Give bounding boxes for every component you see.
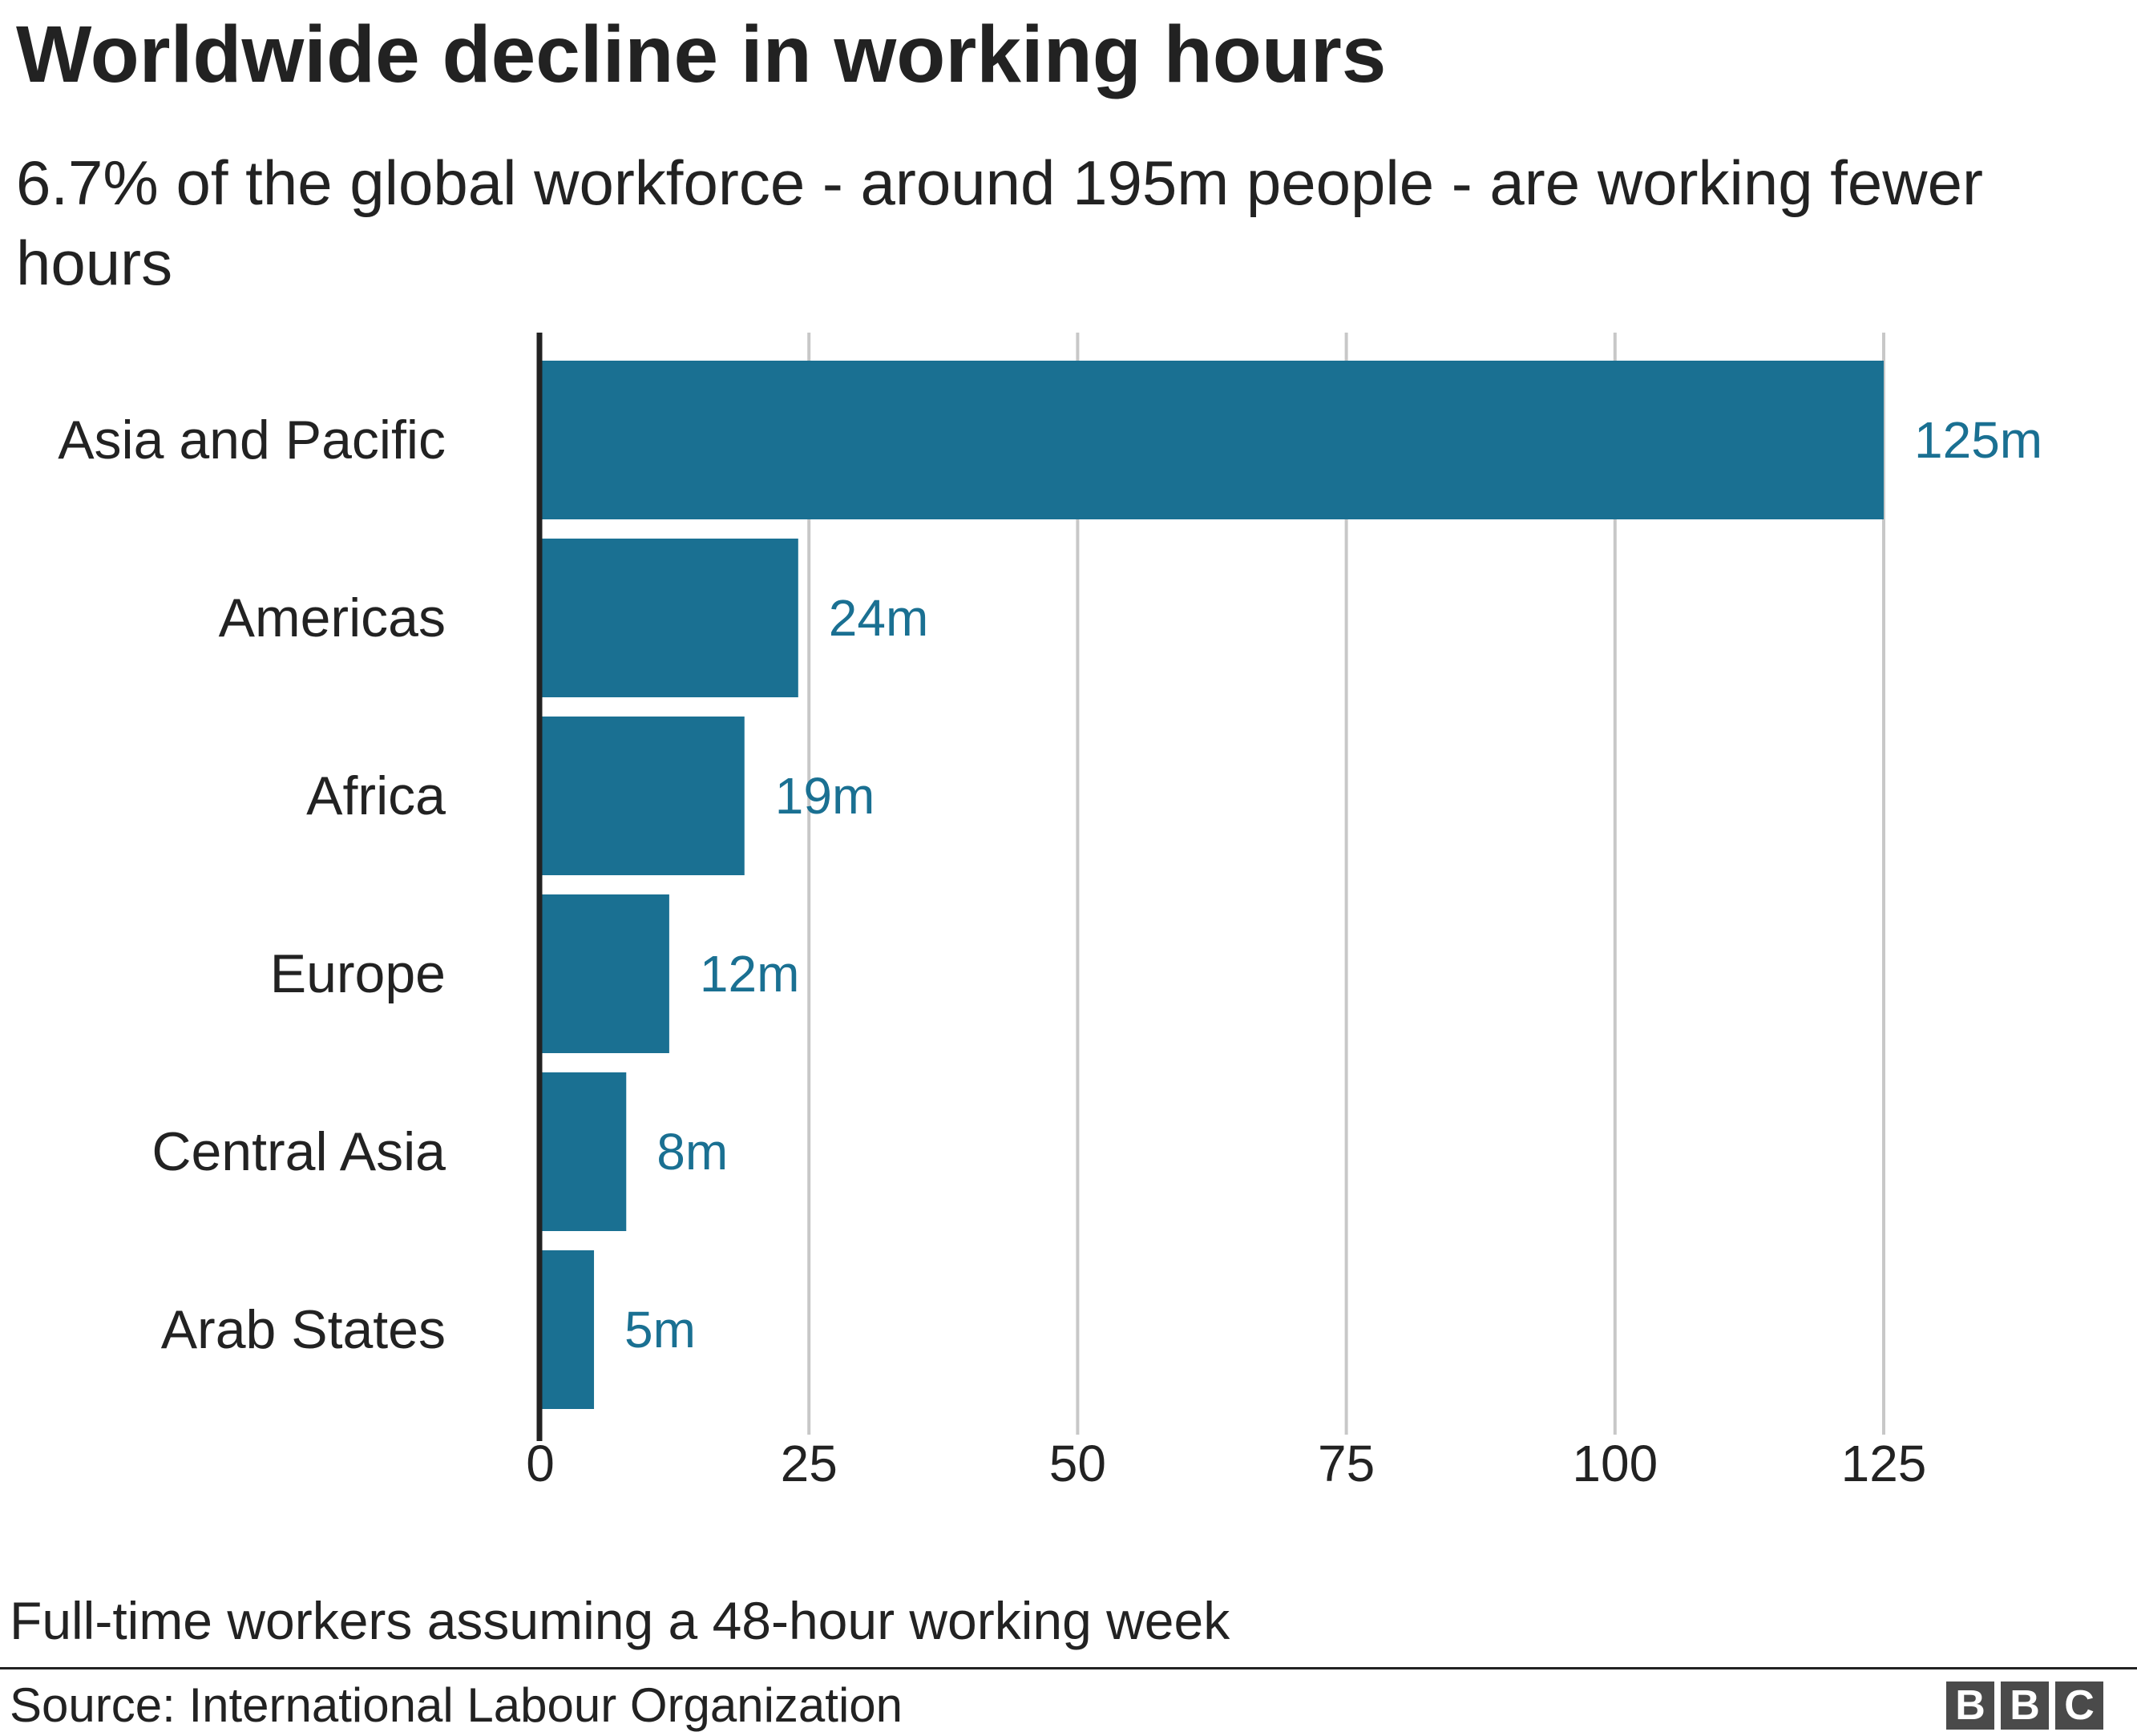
bar-4 [540, 1072, 627, 1231]
category-label-2: Africa [306, 765, 446, 826]
x-tick-label-0: 0 [526, 1435, 555, 1492]
bars [540, 361, 1884, 1409]
bar-2 [540, 717, 745, 875]
category-label-3: Europe [270, 943, 446, 1004]
bar-1 [540, 539, 798, 697]
source-divider [0, 1667, 2137, 1669]
bar-3 [540, 894, 669, 1053]
bbc-logo: B B C [1946, 1681, 2103, 1730]
value-label-4: 8m [656, 1123, 728, 1181]
x-tick-label-50: 50 [1049, 1435, 1106, 1492]
value-label-1: 24m [829, 589, 929, 647]
value-labels: 125m 24m 19m 12m 8m 5m [624, 411, 2042, 1359]
logo-letter-c: C [2055, 1681, 2103, 1730]
x-tick-label-125: 125 [1841, 1435, 1927, 1492]
chart-footnote: Full-time workers assuming a 48-hour wor… [10, 1591, 1230, 1650]
x-tick-label-100: 100 [1572, 1435, 1658, 1492]
category-label-1: Americas [219, 587, 446, 648]
value-label-3: 12m [700, 945, 800, 1003]
logo-letter-b2: B [2001, 1681, 2049, 1730]
chart-subtitle: 6.7% of the global workforce - around 19… [16, 147, 1983, 298]
category-label-0: Asia and Pacific [58, 410, 446, 470]
category-label-5: Arab States [161, 1299, 446, 1360]
x-tick-labels: 0 25 50 75 100 125 [526, 1435, 1926, 1492]
source-note: Source: International Labour Organizatio… [10, 1678, 903, 1732]
category-label-4: Central Asia [151, 1121, 446, 1182]
value-label-2: 19m [775, 767, 875, 825]
chart-title: Worldwide decline in working hours [16, 10, 1387, 99]
bar-0 [540, 361, 1884, 519]
bar-chart: Asia and Pacific Americas Africa Europe Cent… [58, 333, 2042, 1492]
x-tick-label-75: 75 [1318, 1435, 1375, 1492]
x-tick-label-25: 25 [781, 1435, 838, 1492]
value-label-0: 125m [1914, 411, 2042, 469]
logo-letter-b1: B [1946, 1681, 1994, 1730]
category-labels: Asia and Pacific Americas Africa Europe Cent… [58, 410, 446, 1360]
bar-5 [540, 1250, 595, 1409]
value-label-5: 5m [624, 1301, 696, 1359]
